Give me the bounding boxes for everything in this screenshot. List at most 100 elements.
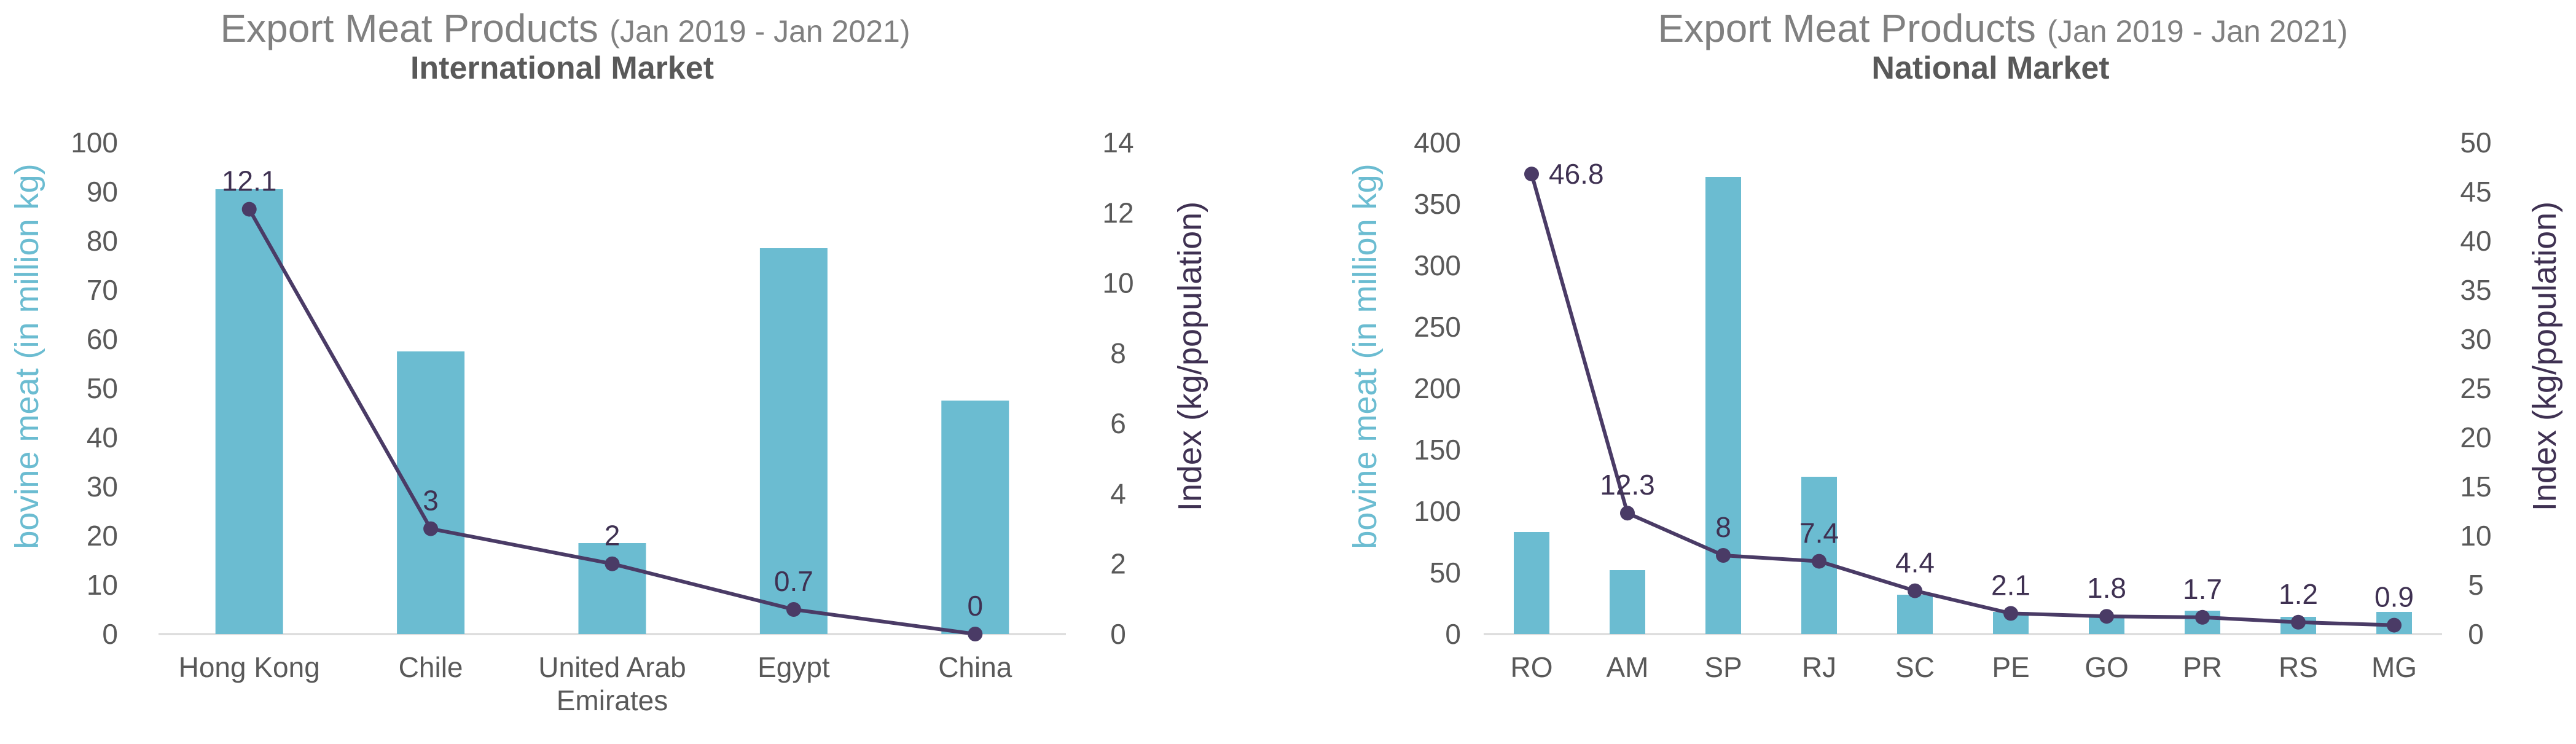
chart1-left-tick-label: 70 (87, 274, 118, 306)
chart2-category-label: PE (1992, 651, 2029, 683)
chart2-right-tick-label: 20 (2460, 421, 2491, 453)
chart1-ylabel-right: Index (kg/population) (1172, 202, 1208, 511)
chart2-left-tick-label: 350 (1414, 188, 1461, 220)
chart2-left-tick-label: 250 (1414, 311, 1461, 343)
chart1-left-tick-label: 20 (87, 520, 118, 552)
chart2-index-point (1716, 548, 1731, 563)
chart2-ylabel-left: bovine meat (in million kg) (1347, 163, 1384, 549)
chart2-category-label: RS (2279, 651, 2318, 683)
chart2-index-point (2291, 614, 2306, 630)
chart2-left-tick-label: 400 (1414, 127, 1461, 159)
chart2-plot: 0 50 100 150 200 250 300 350 400 0 5 10 15 20 25 30 35 40… (1414, 127, 2491, 683)
chart1-category-label: Chile (399, 651, 463, 683)
chart2-left-tick-label: 150 (1414, 434, 1461, 466)
chart2-bar (1705, 177, 1741, 634)
chart1-right-tick-label: 0 (1110, 618, 1126, 650)
chart1-category-label: China (938, 651, 1012, 683)
chart1-left-tick-label: 50 (87, 372, 118, 404)
chart2-index-point (1620, 506, 1635, 521)
chart2-category-label: PR (2183, 651, 2222, 683)
chart2-category-label: SP (1704, 651, 1742, 683)
chart1-index-point (968, 627, 983, 641)
chart2-right-tick-label: 25 (2460, 372, 2491, 404)
chart2-left-tick-label: 50 (1430, 557, 1461, 589)
chart2-index-point (1812, 554, 1826, 569)
chart1-index-data-label: 3 (423, 485, 439, 517)
chart1-bar (941, 401, 1009, 634)
chart1-category-label: United Arab Emirates (538, 651, 686, 716)
chart1-right-tick-label: 4 (1110, 477, 1126, 509)
chart1-category-label: Egypt (758, 651, 830, 683)
chart2-index-data-label: 1.2 (2279, 578, 2318, 610)
chart2-ylabel-right: Index (kg/population) (2526, 202, 2563, 511)
chart2-category-label: RO (1511, 651, 1553, 683)
chart1-left-tick-label: 40 (87, 421, 118, 453)
chart2-index-line (1530, 173, 2395, 627)
chart1-right-tick-label: 12 (1102, 197, 1133, 229)
chart2-category-label: RJ (1802, 651, 1836, 683)
chart2-index-data-label: 46.8 (1549, 158, 1604, 190)
chart2-right-tick-label: 10 (2460, 520, 2491, 552)
chart1-index-data-label: 12.1 (222, 165, 277, 197)
chart2-right-tick-label: 0 (2468, 618, 2484, 650)
chart1-left-tick-label: 90 (87, 176, 118, 208)
chart1-left-tick-label: 100 (71, 127, 118, 159)
chart2-category-label: MG (2371, 651, 2417, 683)
chart1-index-point (786, 602, 801, 617)
chart2-left-tick-label: 0 (1445, 618, 1461, 650)
chart2-index-point (1908, 583, 1922, 598)
chart1-index-point (605, 556, 620, 571)
chart2-right-tick-label: 40 (2460, 225, 2491, 257)
chart2-index-data-label: 0.9 (2374, 581, 2414, 613)
chart1-right-tick-label: 6 (1110, 407, 1126, 439)
chart1-ylabel-left: bovine meat (in million kg) (9, 163, 45, 549)
chart2-category-label: GO (2085, 651, 2129, 683)
chart2-left-tick-label: 100 (1414, 495, 1461, 527)
chart2-title-main: Export Meat Products (1658, 6, 2035, 50)
chart2-index-data-label: 4.4 (1895, 547, 1935, 579)
chart1-left-tick-label: 80 (87, 225, 118, 257)
chart1-subtitle: International Market (410, 50, 714, 86)
chart2-index-point (2195, 609, 2210, 625)
chart2-right-tick-label: 5 (2468, 569, 2484, 601)
chart2-index-data-label: 12.3 (1600, 469, 1655, 501)
chart2-title-range: (Jan 2019 - Jan 2021) (2047, 14, 2347, 49)
chart2-category-label: AM (1607, 651, 1649, 683)
chart1-bar (215, 189, 283, 634)
chart2-left-tick-label: 300 (1414, 249, 1461, 281)
chart1-index-data-label: 2 (605, 520, 621, 552)
chart1-title-main: Export Meat Products (220, 6, 598, 50)
chart2-index-point (2099, 609, 2114, 624)
chart1-right-tick-label: 14 (1102, 127, 1133, 159)
chart2-right-tick-label: 50 (2460, 127, 2491, 159)
chart2-right-tick-label: 30 (2460, 323, 2491, 355)
chart2-bar (1897, 595, 1933, 634)
chart2-title: Export Meat Products (Jan 2019 - Jan 202… (1658, 6, 2347, 50)
chart1-index-data-label: 0 (968, 590, 984, 622)
chart1-bar (759, 248, 828, 634)
chart1-right-tick-label: 10 (1102, 267, 1133, 299)
chart2-category-label: SC (1895, 651, 1935, 683)
chart2-bar (1514, 532, 1549, 634)
chart2-index-data-label: 7.4 (1799, 517, 1839, 549)
chart2-index-point (2003, 606, 2018, 621)
chart1-left-tick-label: 30 (87, 471, 118, 503)
chart2-index-data-label: 8 (1715, 511, 1731, 543)
chart2-index-point (1524, 166, 1539, 182)
chart2-index-data-label: 2.1 (1991, 569, 2030, 601)
chart1-index-point (423, 521, 439, 536)
chart2-index-data-label: 1.7 (2183, 573, 2222, 605)
chart1-right-tick-label: 8 (1110, 337, 1126, 369)
chart1-title: Export Meat Products (Jan 2019 - Jan 202… (220, 6, 910, 50)
chart1-left-tick-label: 60 (87, 323, 118, 355)
chart2-index-point (2387, 617, 2402, 633)
chart2-bar (1610, 570, 1645, 634)
chart2-right-tick-label: 15 (2460, 471, 2491, 503)
chart2-left-tick-label: 200 (1414, 372, 1461, 404)
chart2-index-data-label: 1.8 (2087, 572, 2126, 604)
chart1-left-tick-label: 0 (102, 618, 118, 650)
chart2-subtitle: National Market (1871, 50, 2109, 86)
chart1-right-tick-label: 2 (1110, 548, 1126, 580)
